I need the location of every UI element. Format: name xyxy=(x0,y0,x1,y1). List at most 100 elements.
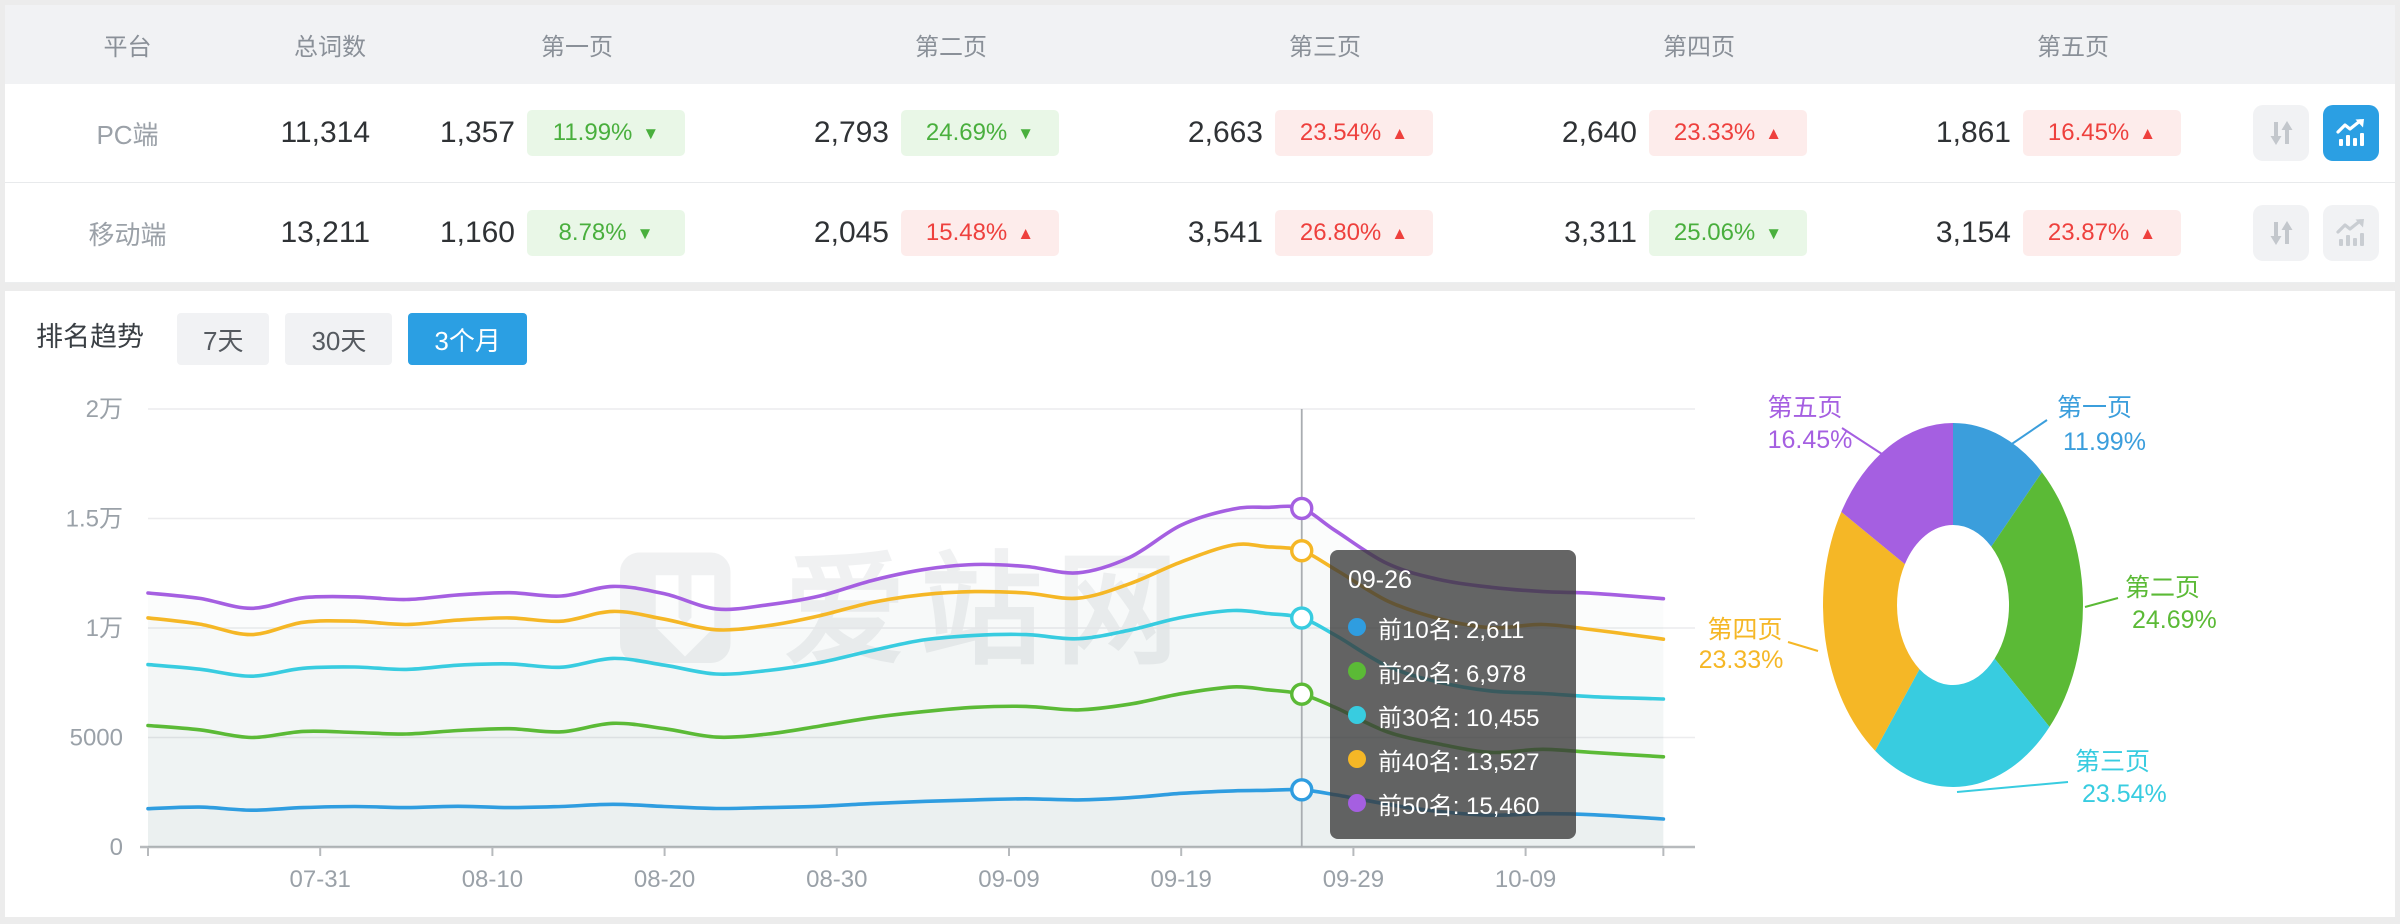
range-button-30d[interactable]: 30天 xyxy=(285,313,393,365)
trend-arrow-icon: ▲ xyxy=(1765,123,1783,143)
donut-label-pct: 23.33% xyxy=(1700,646,1783,674)
y-axis-tick-label: 0 xyxy=(110,834,123,861)
page4-change-badge: 25.06% ▼ xyxy=(1649,210,1807,256)
page3-change-badge: 23.54% ▲ xyxy=(1275,110,1433,156)
hover-marker-前10名 xyxy=(1290,778,1314,802)
hover-marker-前30名 xyxy=(1290,606,1314,630)
page2-count: 2,045 xyxy=(813,216,889,249)
total-words: 11,314 xyxy=(280,116,370,149)
page1-change-badge: 8.78% ▼ xyxy=(527,210,685,256)
x-axis-tick-label: 09-29 xyxy=(1323,866,1384,893)
x-axis-tick-label: 07-31 xyxy=(290,866,351,893)
col-header-page4: 第四页 xyxy=(1663,34,1735,61)
sort-compare-button[interactable] xyxy=(2253,105,2309,161)
page2-change-badge: 15.48% ▲ xyxy=(901,210,1059,256)
platform-label: PC端 xyxy=(96,119,159,150)
table-row-pc[interactable]: PC端 11,314 1,357 11.99% ▼ 2,793 24.69% ▼ 2… xyxy=(0,84,2395,183)
donut-label-pct: 23.54% xyxy=(2082,780,2167,808)
donut-label-name: 第五页 xyxy=(1767,394,1842,422)
label-leader-line xyxy=(1956,781,2069,793)
trend-arrow-icon: ▲ xyxy=(1391,123,1409,143)
col-header-page5: 第五页 xyxy=(2037,34,2109,61)
col-header-page1: 第一页 xyxy=(541,34,613,61)
donut-label-pct: 11.99% xyxy=(2063,428,2146,456)
sort-arrows-icon xyxy=(2270,221,2293,245)
y-axis-tick-label: 2万 xyxy=(86,396,123,423)
donut-label-name: 第四页 xyxy=(1707,616,1782,644)
x-axis-tick-label: 08-20 xyxy=(634,866,695,893)
trend-arrow-icon: ▲ xyxy=(1391,223,1409,243)
label-leader-line xyxy=(1999,419,2048,453)
trend-chart-button[interactable] xyxy=(2323,205,2379,261)
col-header-page3: 第三页 xyxy=(1289,34,1361,61)
x-axis-tick-label: 09-09 xyxy=(978,866,1039,893)
page5-change-badge: 23.87% ▲ xyxy=(2023,210,2181,256)
page3-count: 3,541 xyxy=(1187,216,1263,249)
x-axis-tick-label: 08-30 xyxy=(806,866,867,893)
page3-change-badge: 26.80% ▲ xyxy=(1275,210,1433,256)
donut-slice-第二页[interactable] xyxy=(1991,472,2083,727)
donut-label-name: 第一页 xyxy=(2057,394,2132,422)
donut-slice-第三页[interactable] xyxy=(1875,658,2050,787)
page-edge xyxy=(2395,0,2400,924)
platform-label: 移动端 xyxy=(88,219,167,250)
trend-arrow-icon: ▼ xyxy=(642,123,660,143)
page-edge xyxy=(0,0,2400,5)
x-axis-tick-label: 10-09 xyxy=(1495,866,1556,893)
label-leader-line xyxy=(1787,641,1819,652)
page2-change-badge: 24.69% ▼ xyxy=(901,110,1059,156)
page1-change-badge: 11.99% ▼ xyxy=(527,110,685,156)
time-range-selector: 7天 30天 3个月 xyxy=(177,313,527,365)
sort-compare-button[interactable] xyxy=(2253,205,2309,261)
label-leader-line xyxy=(2084,597,2119,608)
donut-slice-第四页[interactable] xyxy=(1823,511,1920,751)
trend-arrow-icon: ▼ xyxy=(636,223,654,243)
page1-count: 1,357 xyxy=(439,116,515,149)
page5-count: 1,861 xyxy=(1935,116,2011,149)
page-edge xyxy=(0,917,2400,924)
donut-label-pct: 16.45% xyxy=(1768,426,1853,454)
section-divider xyxy=(0,283,2400,291)
table-header-row: 平台 总词数 第一页 第二页 第三页 第四页 第五页 xyxy=(0,5,2395,84)
trend-arrow-icon: ▼ xyxy=(1765,223,1783,243)
trend-arrow-icon: ▲ xyxy=(2139,223,2157,243)
sort-arrows-icon xyxy=(2270,121,2293,145)
page3-count: 2,663 xyxy=(1187,116,1263,149)
x-axis-tick-label: 08-10 xyxy=(462,866,523,893)
donut-slice-第五页[interactable] xyxy=(1841,423,1953,565)
page4-count: 3,311 xyxy=(1564,216,1637,249)
range-button-7d[interactable]: 7天 xyxy=(177,313,270,365)
trend-section-title: 排名趋势 xyxy=(36,322,144,352)
line-chart-icon xyxy=(2336,219,2364,246)
page1-count: 1,160 xyxy=(439,216,515,249)
page4-count: 2,640 xyxy=(1561,116,1637,149)
total-words: 13,211 xyxy=(280,216,370,249)
series-area-前50名 xyxy=(148,506,1663,847)
y-axis-tick-label: 1万 xyxy=(86,615,123,642)
line-chart-icon xyxy=(2336,119,2364,146)
rank-summary-table: 平台 总词数 第一页 第二页 第三页 第四页 第五页 PC端 11,314 1,… xyxy=(0,5,2395,283)
trend-chart-button-active[interactable] xyxy=(2323,105,2379,161)
y-axis-tick-label: 1.5万 xyxy=(66,506,123,533)
page2-count: 2,793 xyxy=(813,116,889,149)
col-header-page2: 第二页 xyxy=(915,34,987,61)
donut-label-name: 第二页 xyxy=(2125,574,2200,602)
trend-arrow-icon: ▲ xyxy=(1017,223,1035,243)
donut-label-name: 第三页 xyxy=(2075,748,2150,776)
page-edge xyxy=(0,0,5,924)
y-axis-tick-label: 5000 xyxy=(70,725,123,752)
page5-change-badge: 16.45% ▲ xyxy=(2023,110,2181,156)
hover-marker-前50名 xyxy=(1290,496,1314,521)
table-row-mobile[interactable]: 移动端 13,211 1,160 8.78% ▼ 2,045 15.48% ▲ 3,… xyxy=(0,184,2395,283)
page5-count: 3,154 xyxy=(1935,216,2011,249)
x-axis-tick-label: 09-19 xyxy=(1151,866,1212,893)
label-leader-line xyxy=(1841,427,1886,457)
col-header-platform: 平台 xyxy=(103,34,152,61)
rank-trend-line-chart[interactable]: 0 5000 1万 1.5万 2万 07-31 08-10 08-20 08-30 09-09 09… xyxy=(5,370,1705,915)
trend-arrow-icon: ▼ xyxy=(1017,123,1035,143)
col-header-total: 总词数 xyxy=(294,34,366,61)
donut-slice-第一页[interactable] xyxy=(1953,423,2042,547)
range-button-3m[interactable]: 3个月 xyxy=(408,313,527,365)
